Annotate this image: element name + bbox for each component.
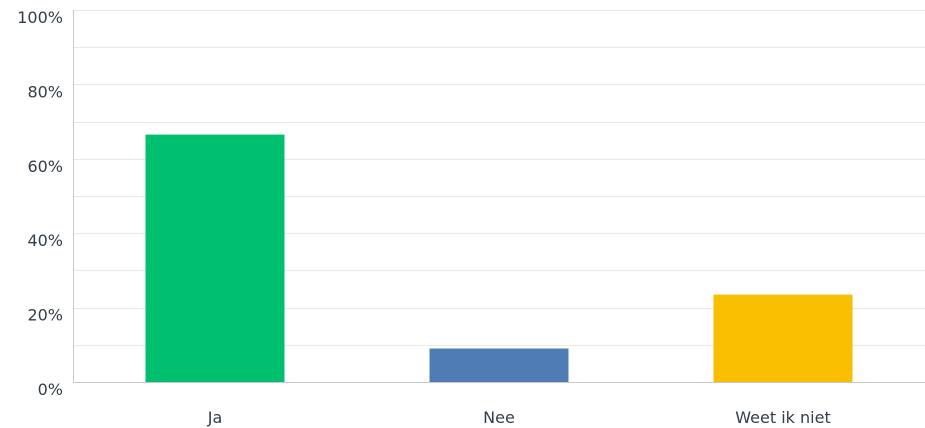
y-tick-label: 0% [38,380,63,399]
y-tick-label: 100% [17,8,63,27]
bars [145,134,853,383]
bar-nee[interactable] [429,348,569,383]
x-category-label: Ja [207,408,223,427]
y-tick-label: 80% [27,82,63,101]
bar-weet-ik-niet[interactable] [713,294,853,382]
axes [73,10,925,383]
y-tick-labels: 0% 20% 40% 60% 80% 100% [17,8,63,399]
x-category-label: Weet ik niet [735,408,830,427]
y-tick-label: 20% [27,306,63,325]
x-category-labels: Ja Nee Weet ik niet [207,408,831,427]
bar-ja[interactable] [145,134,285,382]
y-tick-label: 40% [27,231,63,250]
x-category-label: Nee [483,408,515,427]
y-tick-label: 60% [27,157,63,176]
